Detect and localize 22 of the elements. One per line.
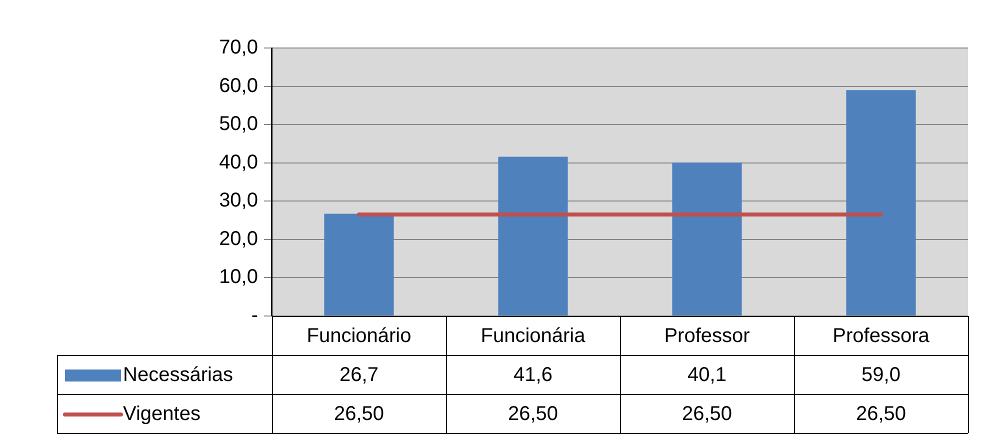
- y-tick-label: 10,0: [219, 266, 258, 288]
- y-tick-label: 50,0: [219, 113, 258, 136]
- x-tick-label: Professora: [832, 325, 930, 348]
- legend-label: Necessárias: [123, 364, 234, 386]
- data-label: 40,1: [688, 364, 726, 386]
- x-tick-label: Funcionária: [480, 325, 586, 348]
- data-label: 41,6: [514, 364, 552, 386]
- y-tick-label: -: [251, 304, 258, 327]
- data-label: 26,50: [856, 403, 906, 426]
- x-tick-label: Professor: [664, 325, 750, 348]
- data-label: 26,7: [340, 364, 378, 386]
- y-tick-label: 20,0: [219, 228, 258, 250]
- y-tick-label: 30,0: [219, 190, 258, 212]
- legend-label: Vigentes: [123, 403, 200, 426]
- data-label: 26,50: [682, 403, 732, 426]
- x-tick-label: Funcionário: [306, 325, 412, 348]
- data-label: 26,50: [334, 403, 384, 426]
- y-tick-label: 60,0: [219, 74, 258, 97]
- data-label: 59,0: [862, 364, 900, 386]
- y-tick-label: 40,0: [219, 151, 258, 174]
- data-label: 26,50: [508, 403, 558, 426]
- y-tick-label: 70,0: [219, 36, 258, 59]
